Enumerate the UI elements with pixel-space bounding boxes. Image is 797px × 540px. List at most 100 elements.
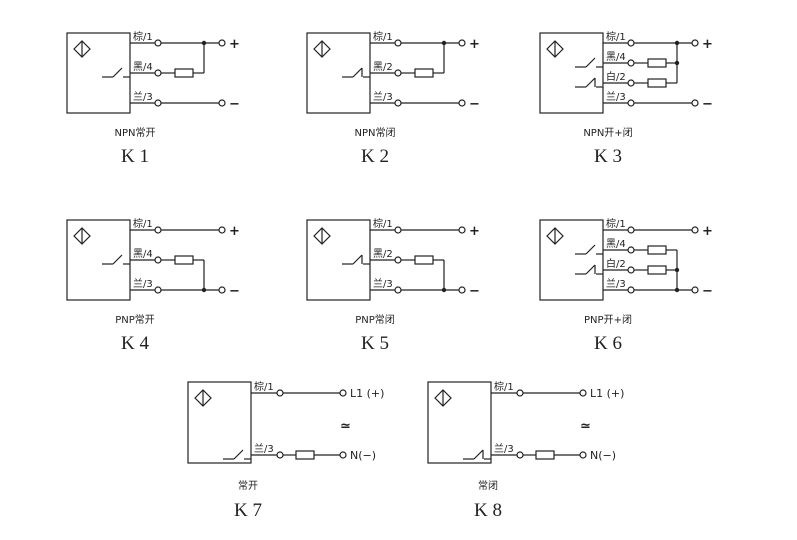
wire-label: 棕/1 (373, 30, 393, 43)
wire: 黑/4 (130, 61, 204, 78)
diagram-caption: NPN开+闭 (583, 126, 632, 139)
wire: 棕/1 + (603, 30, 713, 52)
terminal-circle (394, 286, 402, 294)
terminal-circle (218, 226, 226, 234)
wire: 黑/4 (603, 51, 677, 68)
sensor-body (66, 32, 131, 114)
terminal-circle (394, 99, 402, 107)
terminal-circle (516, 389, 524, 397)
terminal-circle (154, 69, 162, 77)
diagram-id: K 4 (121, 333, 149, 354)
wire-label: 棕/1 (606, 30, 626, 43)
junction-dot (674, 60, 680, 66)
terminal-circle (627, 226, 635, 234)
sensor-icon (73, 227, 91, 245)
terminal-label: N(−) (350, 449, 376, 462)
wire: 兰/3 − (130, 90, 240, 112)
terminal-circle (627, 39, 635, 47)
wire-label: 黑/4 (606, 238, 626, 250)
terminal-circle (627, 286, 635, 294)
switch-no-icon (102, 67, 130, 78)
load-resistor (414, 68, 434, 78)
diagram-id: K 7 (234, 500, 262, 521)
wire-label: 棕/1 (133, 30, 153, 43)
terminal-circle (394, 226, 402, 234)
sensor-icon (313, 227, 331, 245)
junction-dot (674, 267, 680, 273)
diagram-caption: PNP常开 (115, 313, 155, 326)
wire: 棕/1 + (130, 217, 240, 239)
sensor-body (539, 219, 604, 301)
wire-label: 兰/3 (494, 442, 514, 455)
terminal-circle (458, 226, 466, 234)
wire: 棕/1 + (370, 217, 480, 239)
wire: 兰/3 − (603, 277, 713, 299)
sensor-icon (546, 40, 564, 58)
terminal-circle (458, 99, 466, 107)
diagram-k3: 棕/1 + 黑/4 白/2 兰/3 − NPN开+闭 K 3 (539, 30, 713, 167)
sensor-icon-diamond (73, 227, 91, 245)
sensor-icon-diamond (546, 40, 564, 58)
wire-label: 兰/3 (606, 90, 626, 103)
terminal-circle (691, 286, 699, 294)
terminal-circle (218, 286, 226, 294)
wire-label: 兰/3 (254, 442, 274, 455)
terminal-label: − (469, 284, 480, 299)
load-resistor (647, 265, 667, 275)
ac-symbol: ≃ (340, 419, 351, 434)
diagram-k8: 棕/1 L1 (+) 兰/3 N(−) ≃ 常闭 K 8 (427, 380, 624, 521)
terminal-circle (394, 39, 402, 47)
wire: 棕/1 + (370, 30, 480, 52)
terminal-label: − (229, 284, 240, 299)
terminal-circle (579, 451, 587, 459)
junction-dot (201, 287, 207, 293)
wire-label: 白/2 (606, 257, 626, 270)
terminal-circle (276, 389, 284, 397)
terminal-circle (627, 266, 635, 274)
wire-label: 黑/4 (133, 248, 153, 260)
terminal-circle (579, 389, 587, 397)
load-resistor (295, 450, 315, 460)
sensor-icon-diamond (313, 227, 331, 245)
terminal-circle (218, 99, 226, 107)
sensor-body (306, 32, 371, 114)
wire: 兰/3 N(−) (251, 442, 376, 462)
load-resistor (535, 450, 555, 460)
junction-dot (441, 287, 447, 293)
wire-label: 棕/1 (494, 380, 514, 393)
switch-no-icon (575, 244, 603, 255)
load-resistor (174, 255, 194, 265)
wire-label: 棕/1 (606, 217, 626, 230)
wire: 棕/1 L1 (+) (251, 380, 384, 400)
terminal-label: + (702, 224, 713, 239)
wire-label: 黑/2 (373, 248, 393, 260)
sensor-icon-diamond (546, 227, 564, 245)
diagram-id: K 2 (361, 146, 389, 167)
diagram-k2: 棕/1 + 黑/2 兰/3 − NPN常闭 K 2 (306, 30, 480, 167)
switch-blade (585, 77, 596, 88)
terminal-label: − (229, 97, 240, 112)
sensor-body (539, 32, 604, 114)
sensor-icon (194, 389, 212, 407)
load-resistor (647, 245, 667, 255)
terminal-label: L1 (+) (590, 387, 624, 400)
wire: 白/2 (603, 257, 677, 275)
terminal-circle (691, 39, 699, 47)
switch-nc-icon (463, 449, 491, 460)
load-resistor (414, 255, 434, 265)
wire: 兰/3 − (130, 277, 240, 299)
sensor-icon (313, 40, 331, 58)
terminal-circle (627, 99, 635, 107)
switch-no-icon (102, 254, 130, 265)
wire-label: 棕/1 (373, 217, 393, 230)
terminal-label: − (469, 97, 480, 112)
sensor-icon (546, 227, 564, 245)
terminal-label: + (229, 37, 240, 52)
sensor-body (306, 219, 371, 301)
switch-blade (585, 57, 596, 68)
terminal-label: + (469, 37, 480, 52)
terminal-circle (154, 39, 162, 47)
diagram-id: K 3 (594, 146, 622, 167)
switch-blade (112, 254, 123, 265)
switch-blade (352, 254, 363, 265)
